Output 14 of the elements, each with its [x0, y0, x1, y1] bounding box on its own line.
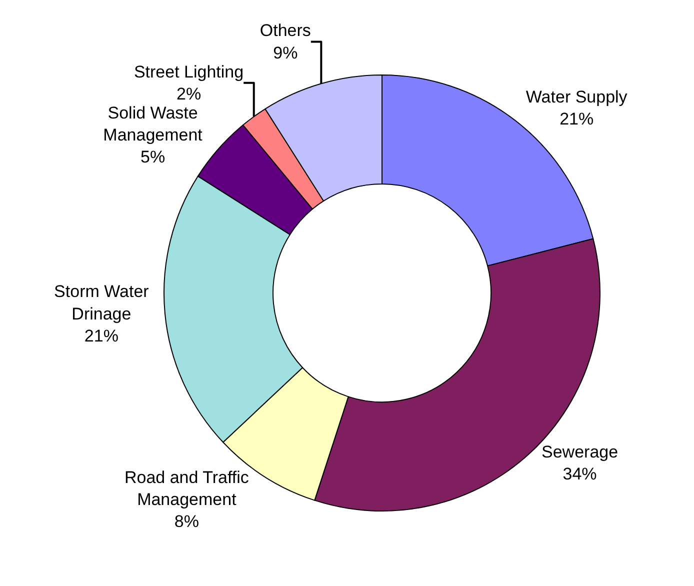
- slice-label: Sewerage: [542, 442, 618, 462]
- slice-label: Water Supply: [526, 87, 628, 106]
- slice-label: Solid Waste Management: [103, 103, 203, 145]
- data-label: 2%: [176, 84, 202, 104]
- data-label: 21%: [560, 109, 594, 128]
- slice-label: Storm Water Drinage: [54, 282, 150, 324]
- slice-label: Others: [260, 21, 311, 40]
- data-label: 5%: [140, 148, 166, 167]
- data-label: 8%: [174, 512, 199, 532]
- slice-label: Road and Traffic Management: [124, 468, 250, 510]
- data-label: 21%: [84, 326, 118, 346]
- data-label: 34%: [562, 464, 597, 484]
- slice-label: Street Lighting: [134, 62, 244, 82]
- data-label: 9%: [273, 43, 298, 62]
